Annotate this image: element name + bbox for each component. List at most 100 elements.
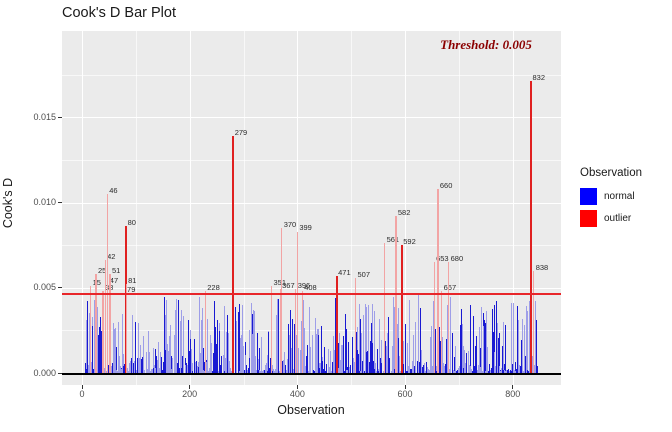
bar-normal (387, 319, 389, 373)
bar-normal (115, 347, 117, 373)
bar-normal (496, 300, 498, 373)
bar-normal (321, 356, 323, 373)
x-tick-label: 600 (397, 389, 413, 399)
bar-normal (359, 318, 361, 373)
bar-normal (315, 369, 317, 373)
x-tick-label: 0 (79, 389, 85, 399)
bar-normal (358, 303, 360, 373)
bar-normal (97, 334, 99, 373)
bar-normal (195, 360, 197, 373)
bar-normal (356, 327, 358, 373)
bar-normal (402, 340, 404, 373)
bar-normal (178, 369, 180, 373)
bar-normal (470, 370, 472, 373)
bar-normal (398, 337, 400, 373)
bar-normal (309, 306, 311, 373)
bar-normal (230, 370, 232, 373)
bar-normal (481, 370, 483, 373)
bar-normal (220, 368, 222, 373)
bar-normal (409, 299, 411, 373)
x-tick-mark (512, 385, 514, 389)
bar-normal (387, 333, 389, 373)
bar-normal (473, 316, 475, 373)
bar-outlier (441, 291, 443, 373)
bar-normal (192, 370, 194, 373)
x-tick-label: 800 (505, 389, 521, 399)
bar-normal (424, 362, 426, 373)
bar-normal (400, 370, 402, 373)
bar-normal (520, 340, 522, 373)
bar-normal (209, 334, 211, 373)
bar-normal (93, 369, 95, 373)
bar-normal (147, 330, 149, 373)
bar-normal (198, 370, 200, 373)
bar-normal (94, 325, 96, 373)
bar-normal (134, 361, 136, 373)
bar-normal (309, 369, 311, 373)
threshold-annotation: Threshold: 0.005 (440, 37, 532, 52)
bar-normal (415, 321, 417, 373)
bar-normal (468, 370, 470, 373)
bar-normal (422, 368, 424, 373)
bar-normal (457, 370, 459, 373)
bar-normal (312, 370, 314, 373)
bar-normal (319, 367, 321, 373)
bar-normal (404, 323, 406, 373)
bar-normal (413, 366, 415, 373)
bar-normal (489, 369, 491, 373)
bar-normal (417, 360, 419, 373)
gridline-y-major (62, 202, 561, 204)
bar-normal (513, 369, 515, 373)
bar-normal (372, 360, 374, 373)
bar-normal (209, 368, 211, 373)
bar-label: 51 (111, 266, 121, 276)
bar-normal (357, 370, 359, 373)
bar-normal (473, 366, 475, 373)
bar-normal (498, 338, 500, 373)
bar-normal (112, 363, 114, 373)
bar-normal (96, 307, 98, 373)
bar-normal (235, 321, 237, 373)
bar-normal (479, 327, 481, 373)
bar-normal (497, 322, 499, 373)
bar-normal (498, 332, 500, 373)
bar-normal (224, 370, 226, 373)
gridline-x-minor (135, 31, 137, 385)
bar-normal (501, 346, 503, 373)
bar-normal (305, 356, 307, 373)
bar-normal (462, 323, 464, 373)
bar-label: 582 (397, 208, 411, 218)
bar-normal (265, 364, 267, 373)
bar-normal (150, 369, 152, 373)
bar-normal (485, 370, 487, 373)
bar-normal (472, 370, 474, 373)
bar-normal (535, 301, 537, 373)
bar-normal (496, 336, 498, 373)
bar-normal (515, 370, 517, 373)
bar-normal (344, 370, 346, 373)
bar-normal (392, 297, 394, 373)
bar-normal (399, 370, 401, 373)
bar-normal (170, 355, 172, 373)
bar-normal (338, 368, 340, 373)
bar-normal (267, 330, 269, 373)
bar-normal (101, 361, 103, 373)
bar-normal (247, 367, 249, 373)
bar-normal (429, 363, 431, 373)
bar-normal (452, 370, 454, 373)
bar-normal (382, 370, 384, 373)
bar-normal (305, 366, 307, 373)
bar-normal (461, 353, 463, 373)
bar-normal (454, 346, 456, 373)
bar-label: 680 (450, 254, 464, 264)
bar-normal (471, 369, 473, 373)
bar-normal (424, 370, 426, 373)
bar-normal (123, 363, 125, 373)
bar-normal (518, 319, 520, 373)
bar-normal (323, 346, 325, 373)
bar-normal (315, 367, 317, 373)
bar-normal (438, 327, 440, 373)
bar-normal (256, 333, 258, 373)
bar-normal (525, 356, 527, 373)
